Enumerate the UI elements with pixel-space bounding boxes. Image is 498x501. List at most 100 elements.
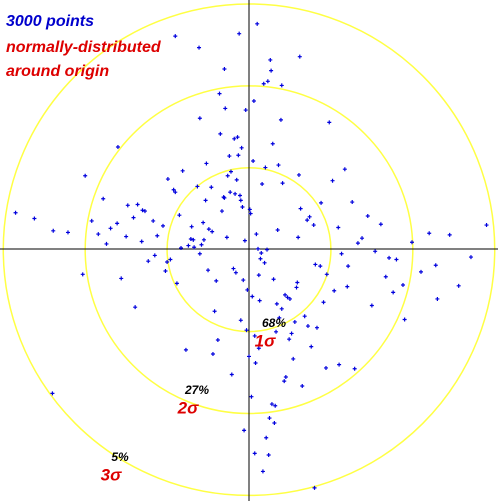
point: [269, 68, 274, 73]
point: [275, 227, 280, 232]
point: [249, 394, 254, 399]
point: [330, 178, 335, 183]
point: [223, 106, 228, 111]
point: [252, 333, 257, 338]
point: [292, 319, 297, 324]
point: [197, 251, 202, 256]
point: [251, 158, 256, 163]
point: [124, 234, 129, 239]
point: [240, 204, 245, 209]
point: [365, 214, 370, 219]
point: [140, 208, 145, 213]
point: [131, 215, 136, 220]
point: [276, 163, 281, 168]
point: [237, 31, 242, 36]
point: [174, 281, 179, 286]
point: [272, 420, 277, 425]
point: [233, 270, 238, 275]
point: [323, 365, 328, 370]
point: [294, 285, 299, 290]
point: [228, 190, 233, 195]
point: [101, 196, 106, 201]
point: [400, 282, 405, 287]
point: [291, 356, 296, 361]
point: [279, 306, 284, 311]
point: [219, 209, 224, 214]
point: [186, 243, 191, 248]
point: [80, 272, 85, 277]
point: [173, 34, 178, 39]
point: [324, 272, 329, 277]
point: [165, 259, 170, 264]
point: [165, 177, 170, 182]
point: [191, 237, 196, 242]
point: [369, 303, 374, 308]
point: [51, 228, 56, 233]
point: [300, 384, 305, 389]
point: [468, 255, 473, 260]
annotation: 3000 points: [6, 13, 94, 30]
point: [346, 264, 351, 269]
point: [274, 329, 279, 334]
point: [264, 435, 269, 440]
point: [350, 200, 355, 205]
point: [197, 116, 202, 121]
point: [199, 242, 204, 247]
point: [115, 145, 120, 150]
point: [263, 165, 268, 170]
point: [447, 232, 452, 237]
point: [251, 99, 256, 104]
point: [283, 374, 288, 379]
point: [433, 263, 438, 268]
point: [201, 237, 206, 242]
point: [256, 346, 261, 351]
point: [50, 391, 55, 396]
point: [231, 266, 236, 271]
point: [224, 235, 229, 240]
point: [268, 57, 273, 62]
point: [278, 117, 283, 122]
point: [269, 402, 274, 407]
point: [232, 136, 237, 141]
point: [177, 213, 182, 218]
ring-share-label: 27%: [184, 383, 209, 397]
point: [203, 198, 208, 203]
point: [142, 209, 147, 214]
ring-sigma-label: 1σ: [255, 331, 276, 350]
point: [229, 372, 234, 377]
point: [256, 273, 261, 278]
point: [427, 231, 432, 236]
point: [151, 218, 156, 223]
point: [484, 223, 489, 228]
point: [218, 131, 223, 136]
point: [210, 351, 215, 356]
point: [209, 185, 214, 190]
point: [302, 314, 307, 319]
point: [160, 223, 165, 228]
point: [168, 257, 173, 262]
point: [133, 305, 138, 310]
point: [394, 257, 399, 262]
point: [96, 232, 101, 237]
point: [279, 83, 284, 88]
point: [180, 168, 185, 173]
point: [318, 264, 323, 269]
point: [179, 246, 184, 251]
point: [250, 294, 255, 299]
point: [345, 284, 350, 289]
point: [65, 230, 70, 235]
point: [342, 167, 347, 172]
point: [247, 354, 251, 359]
point: [225, 173, 230, 178]
point: [242, 238, 247, 243]
point: [171, 187, 176, 192]
point: [155, 233, 160, 238]
point: [236, 153, 241, 158]
points: [13, 21, 489, 490]
point: [206, 268, 211, 273]
point: [383, 274, 388, 279]
point: [378, 222, 383, 227]
point: [270, 141, 275, 146]
point: [32, 216, 37, 221]
